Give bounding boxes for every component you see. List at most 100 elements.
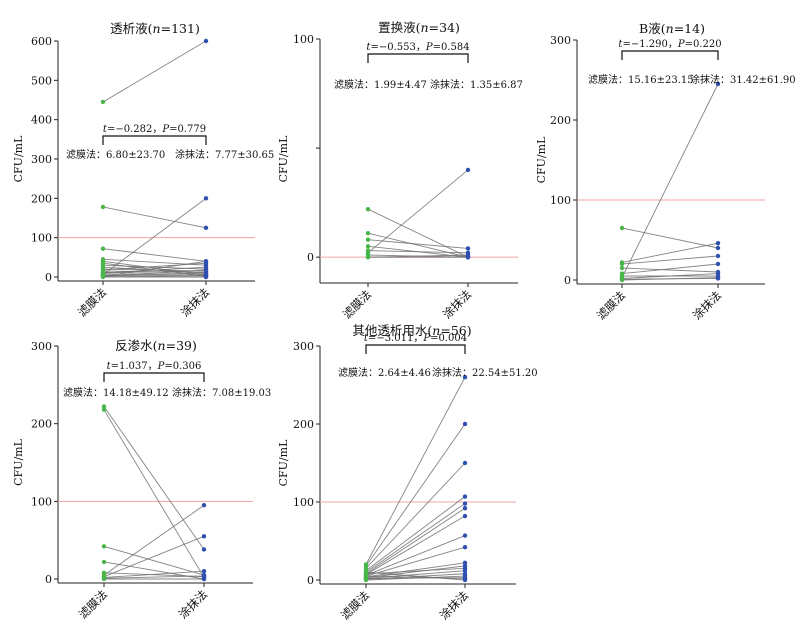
pair-line — [102, 266, 207, 274]
point-filter-method — [619, 225, 625, 231]
pair-line — [365, 376, 466, 565]
filter-method-stat: 滤膜法：1.99±4.47 — [334, 78, 427, 91]
x-tick-label: 涂抹法 — [176, 587, 210, 621]
pair-line — [102, 270, 207, 273]
pair-line — [103, 406, 205, 550]
y-tick-label: 200 — [293, 418, 314, 431]
point-filter-method — [100, 99, 106, 105]
test-statistic: t=−0.553，P=0.584 — [366, 42, 469, 53]
point-smear-method — [462, 501, 468, 506]
filter-method-stat: 滤膜法：14.18±49.12 — [63, 386, 169, 399]
filter-method-stat: 滤膜法：15.16±23.15 — [588, 73, 694, 86]
point-filter-method — [365, 230, 371, 236]
panel-title: 其他透析用水(n=56) — [352, 323, 471, 338]
point-filter-method — [101, 576, 107, 582]
pair-line — [367, 250, 469, 254]
pair-line — [365, 565, 466, 579]
point-smear-method — [462, 421, 468, 427]
point-smear-method — [465, 167, 471, 173]
y-tick-label: 100 — [31, 495, 52, 508]
x-tick-label: 滤膜法 — [75, 285, 109, 319]
significance-bracket — [103, 372, 205, 382]
y-tick-label: 100 — [31, 232, 52, 245]
pair-line — [365, 507, 466, 575]
point-smear-method — [201, 576, 207, 582]
point-filter-method — [365, 254, 371, 260]
y-axis-label: CFU/mL — [12, 438, 25, 485]
smear-method-stat: 涂抹法：1.35±6.87 — [430, 78, 523, 91]
point-filter-method — [100, 204, 106, 210]
point-smear-method — [201, 569, 207, 574]
pair-line — [365, 462, 466, 569]
y-axis-label: CFU/mL — [12, 135, 25, 182]
y-tick-label: 0 — [307, 574, 314, 587]
y-tick-label: 500 — [31, 74, 52, 87]
pair-line — [621, 267, 719, 273]
smear-method-stat: 涂抹法：7.08±19.03 — [172, 386, 271, 399]
pair-line — [103, 575, 205, 579]
filter-method-stat: 滤膜法：6.80±23.70 — [66, 148, 165, 161]
point-smear-method — [462, 577, 468, 583]
point-smear-method — [462, 560, 468, 566]
point-smear-method — [715, 245, 721, 251]
pair-line — [621, 83, 719, 278]
pair-line — [365, 503, 466, 573]
pair-line — [365, 546, 466, 577]
x-tick-label: 涂抹法 — [437, 588, 471, 622]
point-smear-method — [203, 225, 209, 231]
y-tick-label: 100 — [550, 194, 571, 207]
y-axis-label: CFU/mL — [535, 136, 548, 183]
panel-title: B液(n=14) — [639, 21, 705, 36]
point-filter-method — [101, 407, 107, 412]
significance-bracket — [365, 344, 466, 354]
smear-method-stat: 涂抹法：31.42±61.90 — [690, 73, 796, 86]
y-tick-label: 300 — [31, 340, 52, 353]
point-smear-method — [715, 271, 721, 276]
y-tick-label: 0 — [564, 274, 571, 287]
point-smear-method — [462, 460, 468, 466]
panel-dialysate: 透析液(n=131) 0 100 200 300 400 500 600 CFU/mL 滤膜法 涂抹… — [12, 21, 274, 320]
pair-line — [365, 423, 466, 567]
pair-line — [103, 535, 205, 578]
pair-line — [365, 535, 466, 576]
point-smear-method — [462, 506, 468, 511]
point-smear-method — [462, 533, 468, 538]
panel-replacement-fluid: 置换液(n=34) 0 100 CFU/mL 滤膜法 涂抹法 t=−0.553，P=0.58… — [277, 20, 523, 322]
pair-line — [621, 273, 719, 279]
y-tick-label: 300 — [293, 340, 314, 353]
point-smear-method — [462, 513, 468, 519]
point-smear-method — [462, 375, 468, 380]
y-axis-label: CFU/mL — [277, 439, 290, 486]
point-smear-method — [715, 81, 721, 87]
pair-line — [365, 570, 466, 579]
y-tick-label: 100 — [293, 496, 314, 509]
pair-line — [365, 567, 466, 575]
y-tick-label: 400 — [31, 114, 52, 127]
pair-line — [621, 255, 719, 265]
x-tick-label: 滤膜法 — [594, 288, 628, 322]
point-smear-method — [203, 274, 209, 280]
pair-line — [365, 496, 466, 572]
x-tick-label: 滤膜法 — [338, 588, 372, 622]
panel-other-dialysis-water: 其他透析用水(n=56) 0 100 200 300 CFU/mL 滤膜法 涂抹法 t=−3.0… — [277, 323, 538, 623]
point-filter-method — [619, 265, 625, 271]
y-tick-label: 0 — [45, 271, 52, 284]
x-tick-label: 涂抹法 — [178, 285, 212, 319]
point-smear-method — [201, 573, 207, 579]
x-tick-label: 涂抹法 — [440, 287, 474, 321]
significance-bracket — [102, 135, 207, 145]
significance-bracket — [367, 53, 469, 63]
panel-b-fluid: B液(n=14) 0 100 200 300 CFU/mL 滤膜法 涂抹法 t=−1.290，P… — [535, 21, 796, 323]
x-tick-label: 涂抹法 — [690, 288, 724, 322]
panel-title: 反渗水(n=39) — [115, 338, 197, 353]
point-smear-method — [715, 275, 721, 280]
test-statistic: t=1.037，P=0.306 — [107, 361, 202, 372]
point-smear-method — [715, 261, 721, 267]
point-filter-method — [365, 237, 371, 242]
y-tick-label: 0 — [45, 573, 52, 586]
point-smear-method — [203, 38, 209, 44]
point-smear-method — [465, 254, 471, 260]
test-statistic: t=−1.290，P=0.220 — [618, 39, 721, 50]
point-filter-method — [101, 559, 107, 565]
